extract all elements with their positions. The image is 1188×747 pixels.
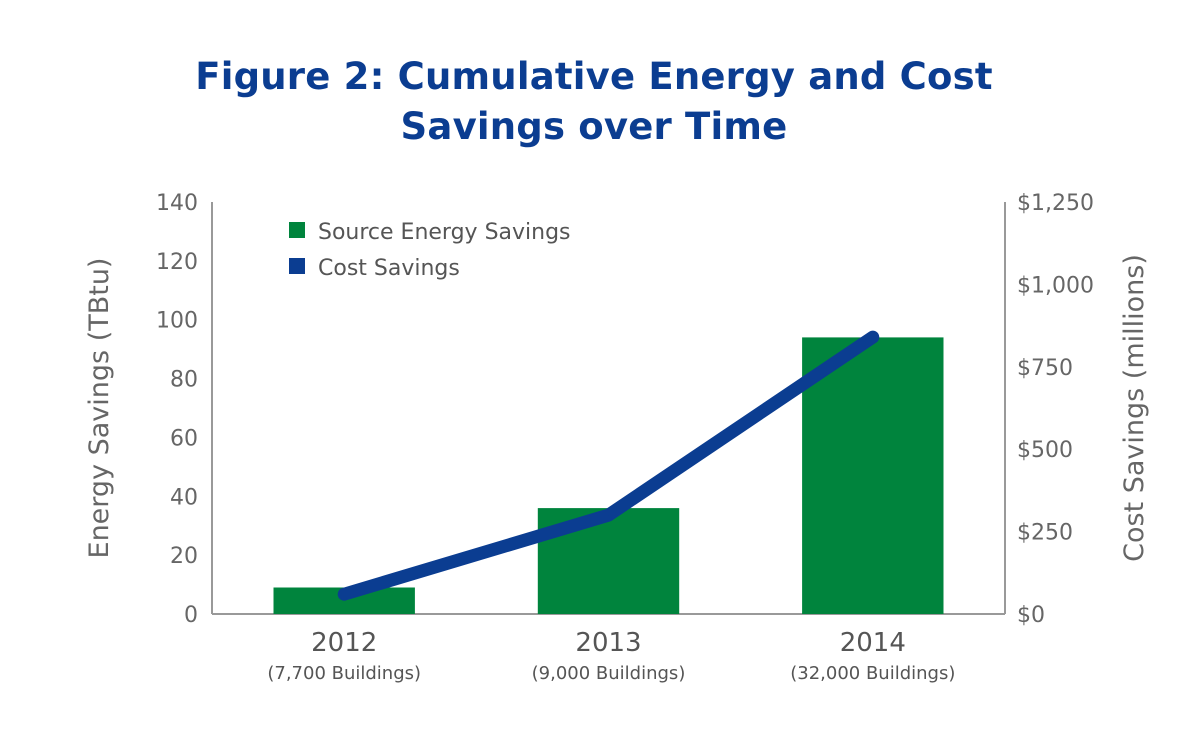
right-tick-0: $0: [1017, 603, 1045, 628]
category-labels: 2012 (7,700 Buildings) 2013 (9,000 Building…: [267, 628, 955, 684]
left-tick-120: 120: [156, 250, 198, 275]
legend-swatch-energy: [289, 222, 305, 238]
left-tick-80: 80: [170, 368, 198, 393]
category-label-2012: 2012: [311, 628, 377, 658]
left-tick-labels: 0 20 40 60 80 100 120 140: [156, 191, 198, 628]
legend: Source Energy Savings Cost Savings: [289, 220, 571, 281]
left-tick-0: 0: [184, 603, 198, 628]
bar-2014: [802, 337, 944, 614]
category-sublabel-2013: (9,000 Buildings): [532, 663, 686, 684]
right-tick-1250: $1,250: [1017, 191, 1094, 216]
chart-title-line-1: Figure 2: Cumulative Energy and Cost: [195, 55, 993, 98]
category-sublabel-2014: (32,000 Buildings): [790, 663, 955, 684]
right-tick-labels: $0 $250 $500 $750 $1,000 $1,250: [1017, 191, 1094, 628]
left-tick-40: 40: [170, 485, 198, 510]
chart-title-line-2: Savings over Time: [400, 105, 788, 148]
chart-title: Figure 2: Cumulative Energy and Cost Sav…: [0, 52, 1188, 152]
left-axis-title: Energy Savings (TBtu): [84, 258, 115, 559]
right-tick-1000: $1,000: [1017, 273, 1094, 298]
bars-group: [273, 337, 944, 614]
legend-swatch-cost: [289, 258, 305, 274]
legend-label-energy: Source Energy Savings: [318, 220, 571, 245]
category-sublabel-2012: (7,700 Buildings): [267, 663, 421, 684]
left-tick-100: 100: [156, 309, 198, 334]
right-tick-750: $750: [1017, 356, 1073, 381]
right-tick-500: $500: [1017, 438, 1073, 463]
left-tick-140: 140: [156, 191, 198, 216]
left-tick-20: 20: [170, 544, 198, 569]
right-axis-title: Cost Savings (millions): [1119, 254, 1150, 562]
line-series-group: [337, 330, 880, 601]
legend-label-cost: Cost Savings: [318, 256, 460, 281]
category-label-2014: 2014: [840, 628, 906, 658]
left-tick-60: 60: [170, 426, 198, 451]
right-tick-250: $250: [1017, 521, 1073, 546]
category-label-2013: 2013: [575, 628, 641, 658]
